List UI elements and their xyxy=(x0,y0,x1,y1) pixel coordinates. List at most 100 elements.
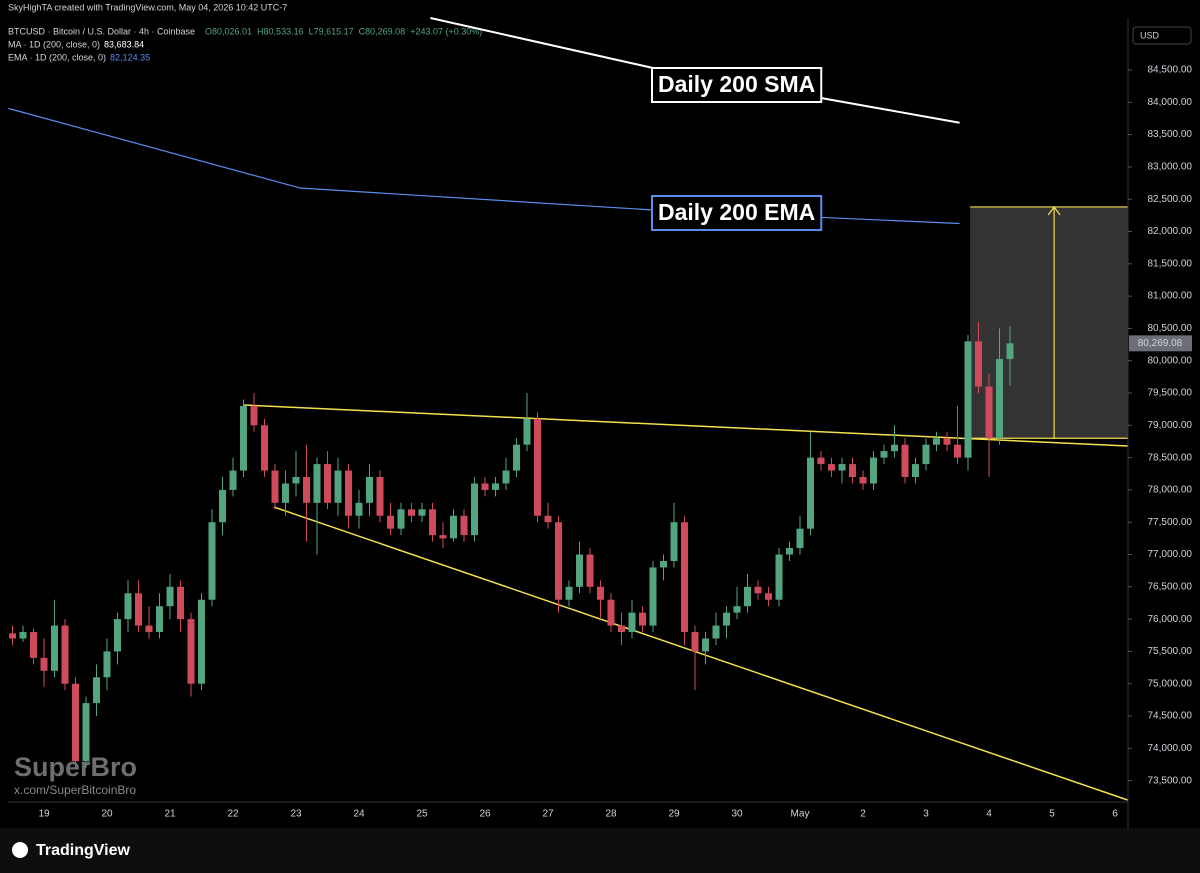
candle-body xyxy=(985,386,993,439)
candle-body xyxy=(975,341,982,387)
currency: USD xyxy=(1140,30,1160,40)
candle-body xyxy=(912,464,919,477)
x-tick-label: 4 xyxy=(986,809,992,820)
y-tick-label: 79,500.00 xyxy=(1148,388,1193,399)
y-tick-label: 78,500.00 xyxy=(1148,452,1193,463)
x-tick-label: May xyxy=(791,809,810,820)
indicator-value: 83,683.84 xyxy=(104,39,144,49)
x-tick-label: 29 xyxy=(668,809,680,820)
footer-logo xyxy=(12,842,28,858)
y-tick-label: 79,000.00 xyxy=(1148,420,1193,431)
candle-body xyxy=(418,509,426,516)
candle-body xyxy=(366,476,373,503)
x-tick-label: 24 xyxy=(353,809,365,820)
candle-body xyxy=(208,522,216,600)
x-tick-label: 23 xyxy=(290,809,302,820)
candle-body xyxy=(502,470,510,484)
indicator-value: 82,124.35 xyxy=(110,52,150,62)
projection-arrow xyxy=(1047,205,1061,439)
y-tick-label: 76,500.00 xyxy=(1148,581,1193,592)
x-tick-label: 25 xyxy=(416,809,428,820)
candle-body xyxy=(313,464,321,503)
y-tick-label: 73,500.00 xyxy=(1148,775,1193,786)
candle-body xyxy=(534,418,541,516)
candle-body xyxy=(324,464,331,503)
candle-body xyxy=(30,632,37,658)
candle-body xyxy=(481,483,489,490)
candle-body xyxy=(712,625,720,639)
candle-body xyxy=(586,554,594,587)
candle-body xyxy=(555,522,562,600)
x-tick-label: 22 xyxy=(227,809,239,820)
candle-body xyxy=(775,554,783,600)
x-tick-label: 30 xyxy=(731,809,743,820)
candle-body xyxy=(229,470,237,490)
y-tick-label: 76,000.00 xyxy=(1148,614,1193,625)
y-tick-label: 77,500.00 xyxy=(1148,517,1193,528)
candle-body xyxy=(61,625,69,684)
candle-body xyxy=(954,444,961,458)
y-tick-label: 83,500.00 xyxy=(1148,129,1193,140)
candle-body xyxy=(943,438,951,445)
candle-body xyxy=(565,586,573,600)
candle-body xyxy=(187,619,195,684)
candle-body xyxy=(82,703,90,762)
candle-body xyxy=(744,586,751,607)
ohlc-legend: H80,533.16 xyxy=(257,26,304,36)
candle-body xyxy=(691,632,699,652)
y-tick-label: 81,500.00 xyxy=(1148,258,1193,269)
candle-body xyxy=(19,632,27,639)
candle-body xyxy=(733,606,741,613)
indicator-name: EMA · 1D (200, close, 0) xyxy=(8,52,106,62)
candle-body xyxy=(702,638,709,652)
ohlc-legend: O80,026.01 xyxy=(205,26,252,36)
candle-body xyxy=(607,599,615,626)
candle-body xyxy=(786,548,793,555)
candle-body xyxy=(40,657,48,671)
candle-body xyxy=(397,509,405,529)
y-tick-label: 75,500.00 xyxy=(1148,646,1193,657)
candle-body xyxy=(93,677,100,704)
y-tick-label: 84,000.00 xyxy=(1148,97,1193,108)
x-tick-label: 27 xyxy=(542,809,554,820)
candle-body xyxy=(1006,343,1014,360)
footer-bar xyxy=(0,828,1200,873)
candle-body xyxy=(544,515,552,523)
x-tick-label: 20 xyxy=(101,809,113,820)
indicator-name: MA · 1D (200, close, 0) xyxy=(8,39,100,49)
y-tick-label: 74,500.00 xyxy=(1148,711,1193,722)
candle-body xyxy=(439,535,447,539)
x-tick-label: 28 xyxy=(605,809,617,820)
x-tick-label: 21 xyxy=(164,809,176,820)
candle-body xyxy=(597,586,604,600)
y-tick-label: 75,000.00 xyxy=(1148,678,1193,689)
candle-body xyxy=(859,476,867,484)
candle-body xyxy=(166,586,174,607)
candle-body xyxy=(408,509,415,516)
x-tick-label: 2 xyxy=(860,809,866,820)
candle-body xyxy=(807,457,814,529)
candle-body xyxy=(135,593,142,626)
candle-body xyxy=(387,515,394,529)
ohlc-legend: +243.07 (+0.30%) xyxy=(410,26,482,36)
candle-body xyxy=(471,483,478,536)
y-tick-label: 74,000.00 xyxy=(1148,743,1193,754)
candle-body xyxy=(838,464,846,471)
candle-body xyxy=(870,457,877,484)
y-tick-label: 81,000.00 xyxy=(1148,291,1193,302)
candle-body xyxy=(817,457,825,465)
candle-body xyxy=(618,625,625,633)
candle-body xyxy=(450,515,457,539)
candle-body xyxy=(460,515,468,536)
candle-body xyxy=(177,586,184,620)
y-tick-label: 82,000.00 xyxy=(1148,226,1193,237)
x-tick-label: 5 xyxy=(1049,809,1055,820)
y-tick-label: 80,500.00 xyxy=(1148,323,1193,334)
trendline xyxy=(243,404,1128,447)
candle-body xyxy=(114,619,121,652)
candle-body xyxy=(51,625,58,671)
y-tick-label: 77,000.00 xyxy=(1148,549,1193,560)
candle-body xyxy=(303,476,310,503)
candle-body xyxy=(576,554,583,587)
candle-body xyxy=(670,522,678,561)
